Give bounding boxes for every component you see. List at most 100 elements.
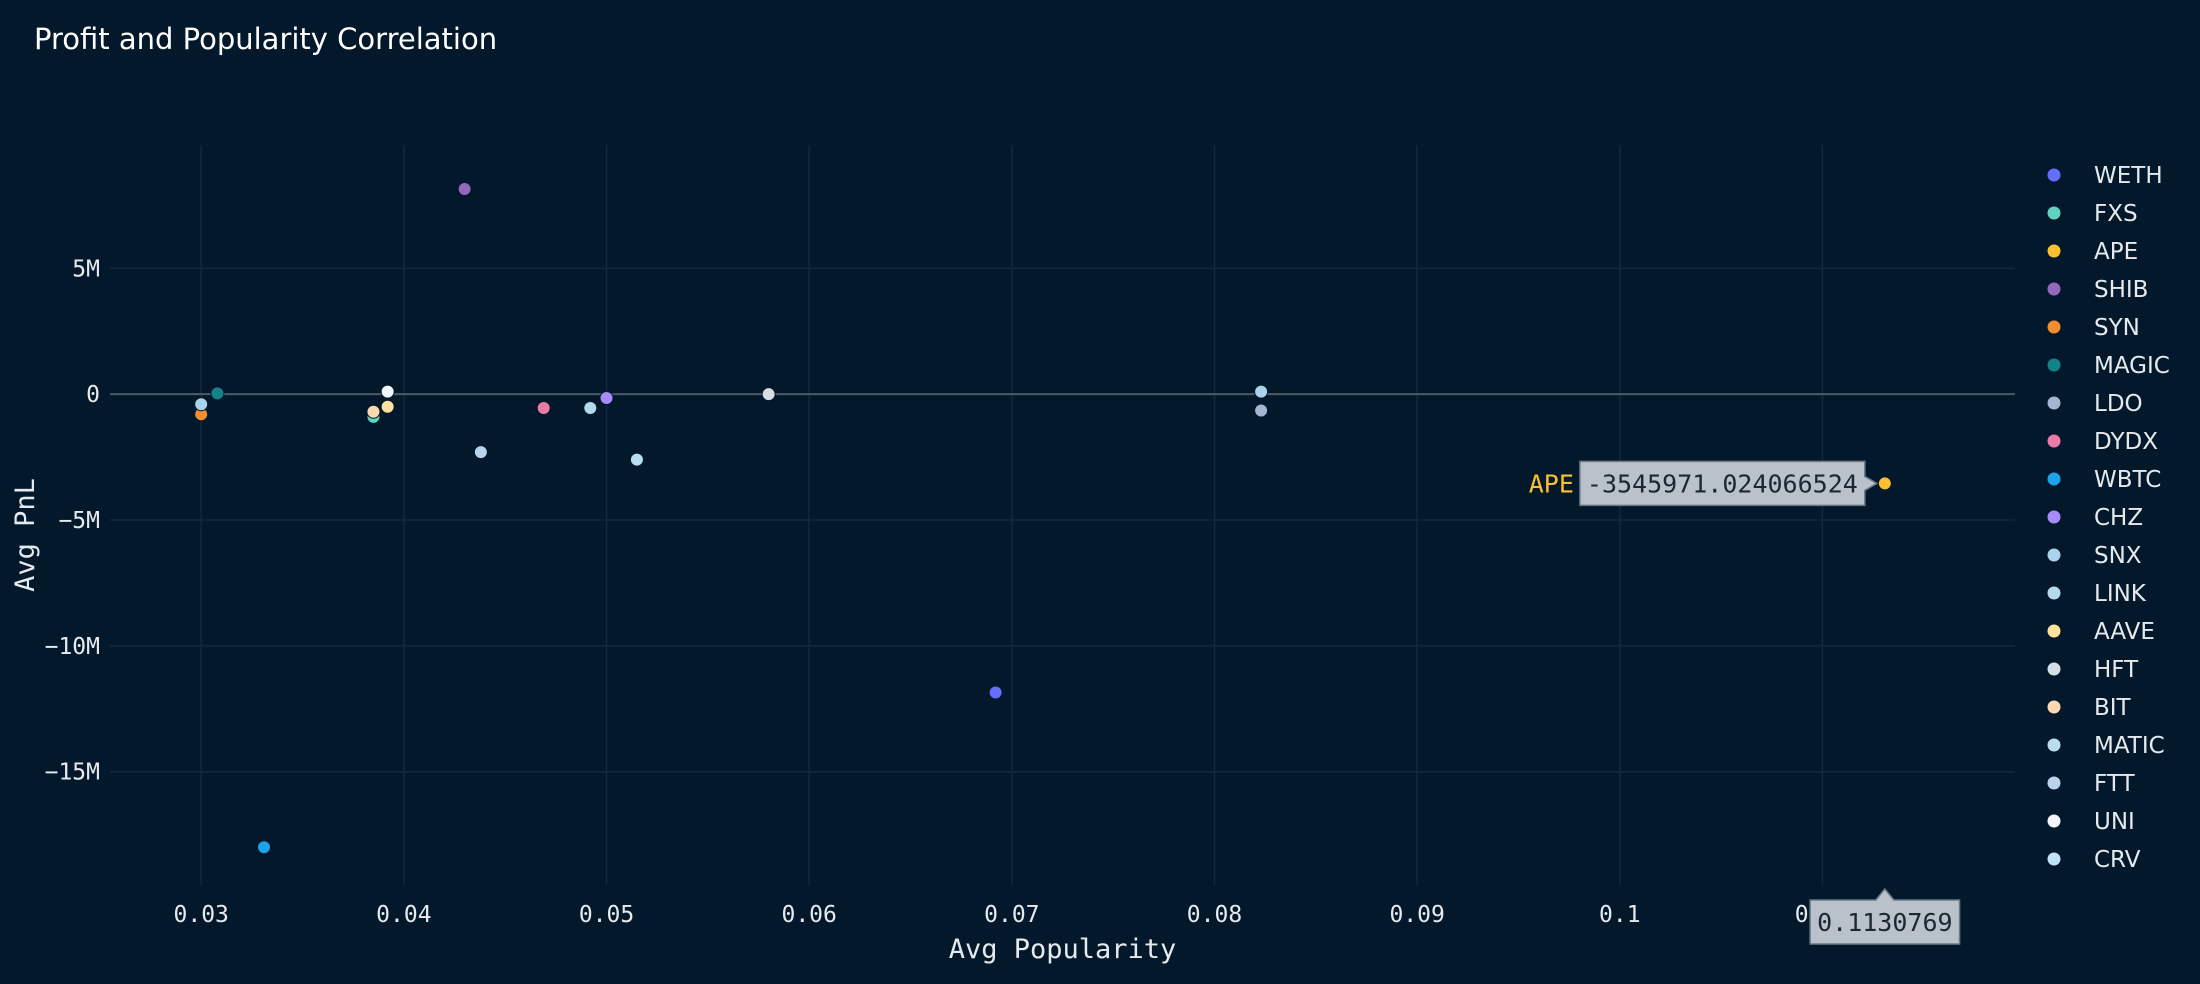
data-point-aave[interactable] bbox=[380, 399, 395, 414]
legend-item-hft[interactable]: HFT bbox=[2047, 657, 2140, 683]
data-point-snx[interactable] bbox=[194, 397, 209, 412]
x-axis-ticks: 0.030.040.050.060.070.080.090.10.11 bbox=[174, 902, 1851, 928]
legend-label: MAGIC bbox=[2094, 353, 2170, 379]
data-point-matic[interactable] bbox=[629, 452, 644, 467]
legend-marker bbox=[2047, 776, 2061, 790]
legend-label: UNI bbox=[2094, 809, 2135, 835]
legend-marker bbox=[2047, 282, 2061, 296]
y-tick-label: −10M bbox=[45, 634, 100, 660]
x-tick-label: 0.1 bbox=[1599, 902, 1641, 928]
x-tick-label: 0.09 bbox=[1389, 902, 1444, 928]
data-point-shib[interactable] bbox=[457, 182, 472, 197]
legend-marker bbox=[2047, 472, 2061, 486]
data-points[interactable] bbox=[194, 182, 1892, 855]
legend-item-fxs[interactable]: FXS bbox=[2047, 201, 2138, 227]
legend-item-chz[interactable]: CHZ bbox=[2047, 505, 2144, 531]
data-point-uni[interactable] bbox=[380, 384, 395, 399]
legend-item-ape[interactable]: APE bbox=[2047, 239, 2139, 265]
x-tick-label: 0.03 bbox=[174, 902, 229, 928]
data-point-dydx[interactable] bbox=[536, 401, 551, 416]
data-point-wbtc[interactable] bbox=[257, 840, 272, 855]
legend-marker bbox=[2047, 320, 2061, 334]
legend-label: FTT bbox=[2094, 771, 2135, 797]
legend-marker bbox=[2047, 168, 2061, 182]
legend-item-ftt[interactable]: FTT bbox=[2047, 771, 2136, 797]
legend-item-magic[interactable]: MAGIC bbox=[2047, 353, 2170, 379]
legend-label: FXS bbox=[2094, 201, 2138, 227]
data-point-ldo[interactable] bbox=[1254, 403, 1269, 418]
legend-marker bbox=[2047, 852, 2061, 866]
legend-label: BIT bbox=[2094, 695, 2132, 721]
legend-label: SYN bbox=[2094, 315, 2140, 341]
data-point-chz[interactable] bbox=[599, 390, 614, 405]
legend-label: SNX bbox=[2094, 543, 2142, 569]
legend-marker bbox=[2047, 662, 2061, 676]
legend-label: MATIC bbox=[2094, 733, 2165, 759]
legend-label: WBTC bbox=[2094, 467, 2161, 493]
legend-label: HFT bbox=[2094, 657, 2139, 683]
legend-label: WETH bbox=[2094, 163, 2163, 189]
y-tick-label: −15M bbox=[45, 760, 100, 786]
legend-item-crv[interactable]: CRV bbox=[2047, 847, 2141, 873]
legend-label: LDO bbox=[2094, 391, 2143, 417]
y-tick-label: 0 bbox=[86, 382, 100, 408]
data-point-ftt[interactable] bbox=[473, 445, 488, 460]
hover-tooltip: APE -3545971.024066524 0.1130769 bbox=[1529, 460, 1961, 945]
legend-item-weth[interactable]: WETH bbox=[2047, 163, 2163, 189]
data-point-link[interactable] bbox=[583, 401, 598, 416]
legend-item-uni[interactable]: UNI bbox=[2047, 809, 2135, 835]
data-point-hft[interactable] bbox=[761, 387, 776, 402]
legend-item-bit[interactable]: BIT bbox=[2047, 695, 2132, 721]
legend-marker bbox=[2047, 738, 2061, 752]
legend-marker bbox=[2047, 814, 2061, 828]
legend-item-syn[interactable]: SYN bbox=[2047, 315, 2140, 341]
legend-label: CRV bbox=[2094, 847, 2141, 873]
legend-marker bbox=[2047, 548, 2061, 562]
legend-item-dydx[interactable]: DYDX bbox=[2047, 429, 2159, 455]
x-tick-label: 0.06 bbox=[781, 902, 836, 928]
legend-label: SHIB bbox=[2094, 277, 2148, 303]
legend[interactable]: WETH FXS APE SHIB SYN MAGIC LDO DYDX WBTC CHZ SNX L… bbox=[2047, 163, 2170, 873]
x-tick-label: 0.07 bbox=[984, 902, 1039, 928]
legend-item-shib[interactable]: SHIB bbox=[2047, 277, 2149, 303]
x-tick-label: 0.08 bbox=[1187, 902, 1242, 928]
hover-x-value: 0.1130769 bbox=[1817, 908, 1952, 937]
hover-y-box bbox=[1579, 460, 1879, 507]
legend-item-link[interactable]: LINK bbox=[2047, 581, 2147, 607]
legend-item-ldo[interactable]: LDO bbox=[2047, 391, 2143, 417]
legend-marker bbox=[2047, 510, 2061, 524]
hover-x-box bbox=[1809, 887, 1961, 945]
hover-y-value: -3545971.024066524 bbox=[1587, 469, 1858, 498]
x-tick-label: 0.04 bbox=[376, 902, 431, 928]
y-axis-title: Avg PnL bbox=[10, 478, 41, 592]
y-axis-ticks: 5M 0 −5M −10M −15M bbox=[45, 256, 100, 785]
data-point-magic[interactable] bbox=[210, 386, 225, 401]
y-tick-label: 5M bbox=[72, 256, 100, 282]
legend-item-matic[interactable]: MATIC bbox=[2047, 733, 2165, 759]
y-tick-label: −5M bbox=[58, 508, 100, 534]
legend-label: DYDX bbox=[2094, 429, 2158, 455]
legend-label: AAVE bbox=[2094, 619, 2155, 645]
legend-label: APE bbox=[2094, 239, 2138, 265]
data-point-bit[interactable] bbox=[366, 404, 381, 419]
grid-layer bbox=[110, 145, 2015, 885]
legend-item-wbtc[interactable]: WBTC bbox=[2047, 467, 2162, 493]
data-point-snx[interactable] bbox=[1254, 384, 1269, 399]
x-tick-label: 0.05 bbox=[579, 902, 634, 928]
legend-marker bbox=[2047, 624, 2061, 638]
legend-marker bbox=[2047, 358, 2061, 372]
hover-series-name: APE bbox=[1529, 469, 1574, 498]
legend-marker bbox=[2047, 396, 2061, 410]
legend-marker bbox=[2047, 700, 2061, 714]
legend-marker bbox=[2047, 206, 2061, 220]
legend-item-snx[interactable]: SNX bbox=[2047, 543, 2142, 569]
data-point-ape[interactable] bbox=[1877, 476, 1892, 491]
legend-marker bbox=[2047, 244, 2061, 258]
legend-label: LINK bbox=[2094, 581, 2147, 607]
legend-item-aave[interactable]: AAVE bbox=[2047, 619, 2155, 645]
data-point-weth[interactable] bbox=[988, 685, 1003, 700]
x-axis-title: Avg Popularity bbox=[949, 934, 1177, 965]
legend-marker bbox=[2047, 586, 2061, 600]
legend-marker bbox=[2047, 434, 2061, 448]
